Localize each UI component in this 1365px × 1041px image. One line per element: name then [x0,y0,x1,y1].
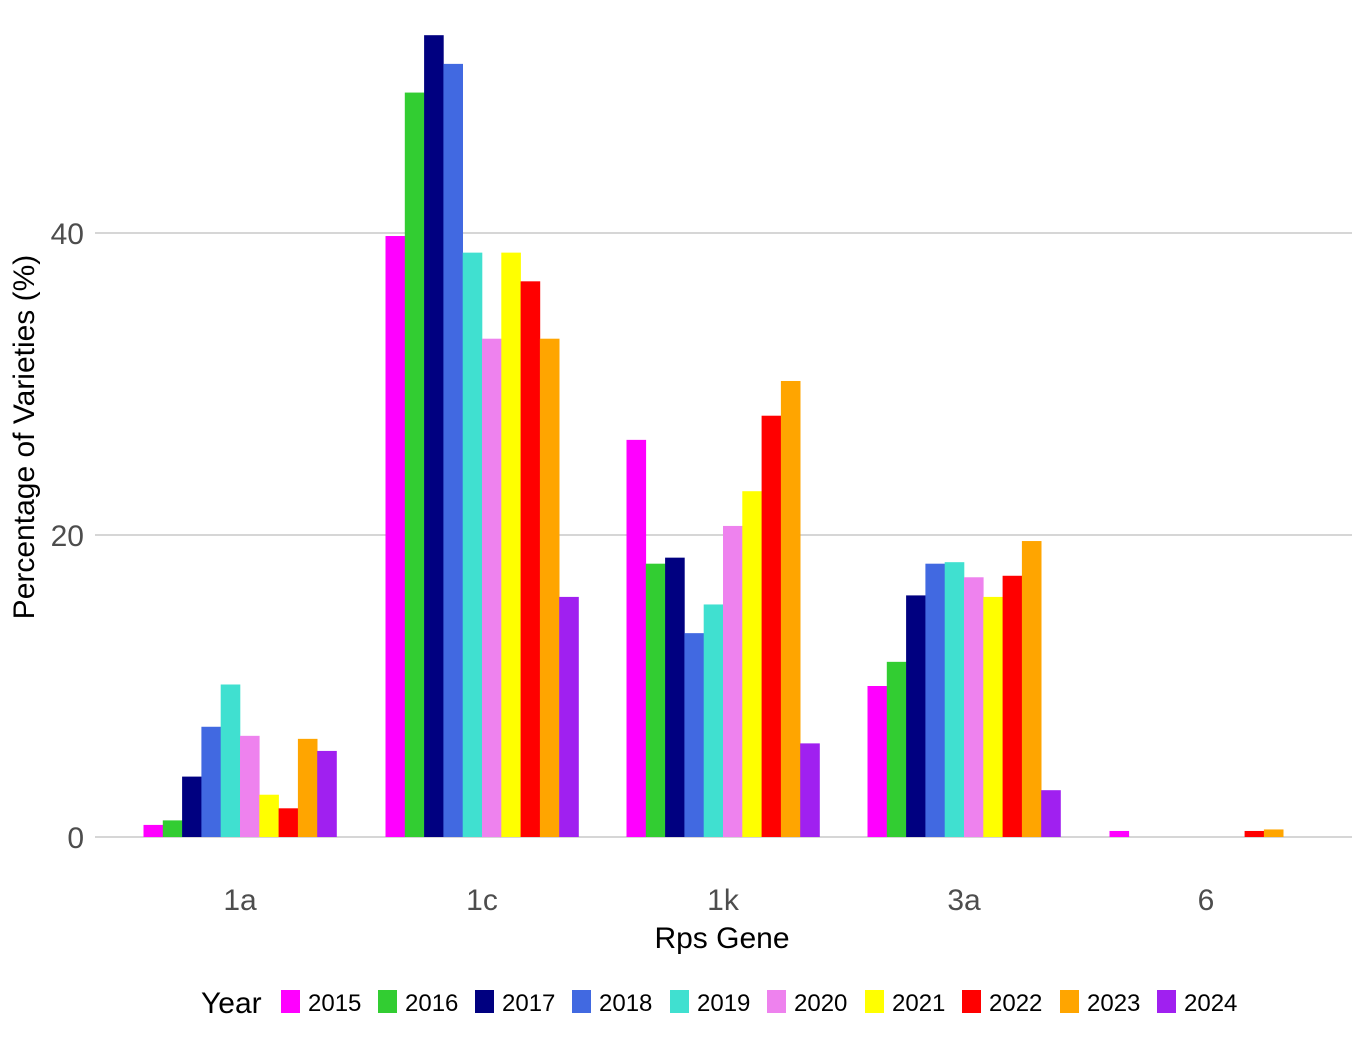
legend-label-2020: 2020 [794,990,847,1017]
bar-6-2022 [1244,830,1265,837]
bar-1c-2020 [482,338,502,837]
legend-swatch-2018 [572,990,591,1013]
y-tick-labels: 0 20 40 [51,218,84,855]
bar-1k-2018 [684,633,704,837]
bar-3a-2022 [1002,575,1023,837]
legend-label-2021: 2021 [892,990,945,1017]
bar-1k-2017 [665,557,685,837]
bar-3a-2015 [867,686,888,837]
bar-6-2023 [1263,829,1284,837]
bar-1k-2023 [780,380,801,837]
legend-swatch-2024 [1157,990,1176,1013]
legend-swatch-2015 [281,990,300,1013]
x-tick-label-1c: 1c [466,884,498,917]
bar-3a-2024 [1041,790,1061,837]
legend-label-2016: 2016 [405,990,458,1017]
legend-label-2024: 2024 [1184,990,1237,1017]
bar-1a-2021 [259,794,279,837]
bar-3a-2018 [925,563,945,837]
bar-1a-2016 [162,820,183,837]
legend: Year 2015 2016 2017 2018 2019 2020 2021 2022 202… [201,987,1237,1020]
legend-label-2019: 2019 [697,990,750,1017]
bar-6-2015 [1109,830,1130,837]
y-tick-label: 0 [67,822,84,855]
x-axis-title: Rps Gene [654,922,789,955]
bar-1k-2020 [723,525,743,837]
bar-1k-2019 [703,604,724,837]
bar-3a-2020 [964,577,984,837]
bar-1k-2016 [645,563,666,837]
legend-swatch-2022 [962,990,981,1013]
bar-3a-2019 [944,562,965,837]
bar-1a-2020 [240,735,260,837]
y-tick-label: 40 [51,218,84,251]
x-tick-label-1a: 1a [223,884,257,917]
x-tick-label-3a: 3a [947,884,981,917]
bar-1a-2024 [317,750,337,837]
bar-1a-2023 [297,738,318,837]
bar-1c-2016 [404,92,425,837]
bar-1c-2018 [443,63,463,837]
legend-label-2022: 2022 [989,990,1042,1017]
legend-label-2018: 2018 [599,990,652,1017]
y-axis-title: Percentage of Varieties (%) [8,255,41,620]
bar-3a-2021 [983,596,1003,837]
legend-label-2023: 2023 [1087,990,1140,1017]
x-tick-label-1k: 1k [707,884,740,917]
bar-1a-2018 [201,726,221,837]
bar-1k-2021 [742,491,762,837]
legend-title: Year [201,987,262,1020]
y-tick-label: 20 [51,520,84,553]
legend-swatch-2020 [767,990,786,1013]
legend-label-2015: 2015 [308,990,361,1017]
x-tick-labels: 1a 1c 1k 3a 6 [223,884,1214,917]
bar-1a-2022 [278,808,299,837]
legend-swatch-2019 [670,990,689,1013]
bar-1a-2015 [143,824,164,837]
bar-1c-2021 [501,252,521,837]
bar-1k-2015 [626,439,647,837]
legend-swatch-2016 [378,990,397,1013]
legend-label-2017: 2017 [502,990,555,1017]
bar-3a-2017 [906,595,926,837]
bar-1k-2022 [761,415,782,837]
bar-1k-2024 [800,743,820,837]
bars-layer [143,35,1284,837]
bar-1a-2017 [182,776,202,837]
bar-3a-2023 [1021,541,1042,837]
legend-swatch-2021 [865,990,884,1013]
x-tick-label-6: 6 [1198,884,1215,917]
bar-3a-2016 [886,661,907,837]
bar-1c-2017 [424,35,444,837]
bar-1c-2022 [520,281,541,837]
bar-1c-2024 [559,596,579,837]
bar-1c-2015 [385,236,406,837]
bar-1c-2019 [462,252,483,837]
legend-swatch-2023 [1060,990,1079,1013]
legend-swatch-2017 [475,990,494,1013]
bar-1c-2023 [539,338,560,837]
bar-1a-2019 [220,684,241,837]
